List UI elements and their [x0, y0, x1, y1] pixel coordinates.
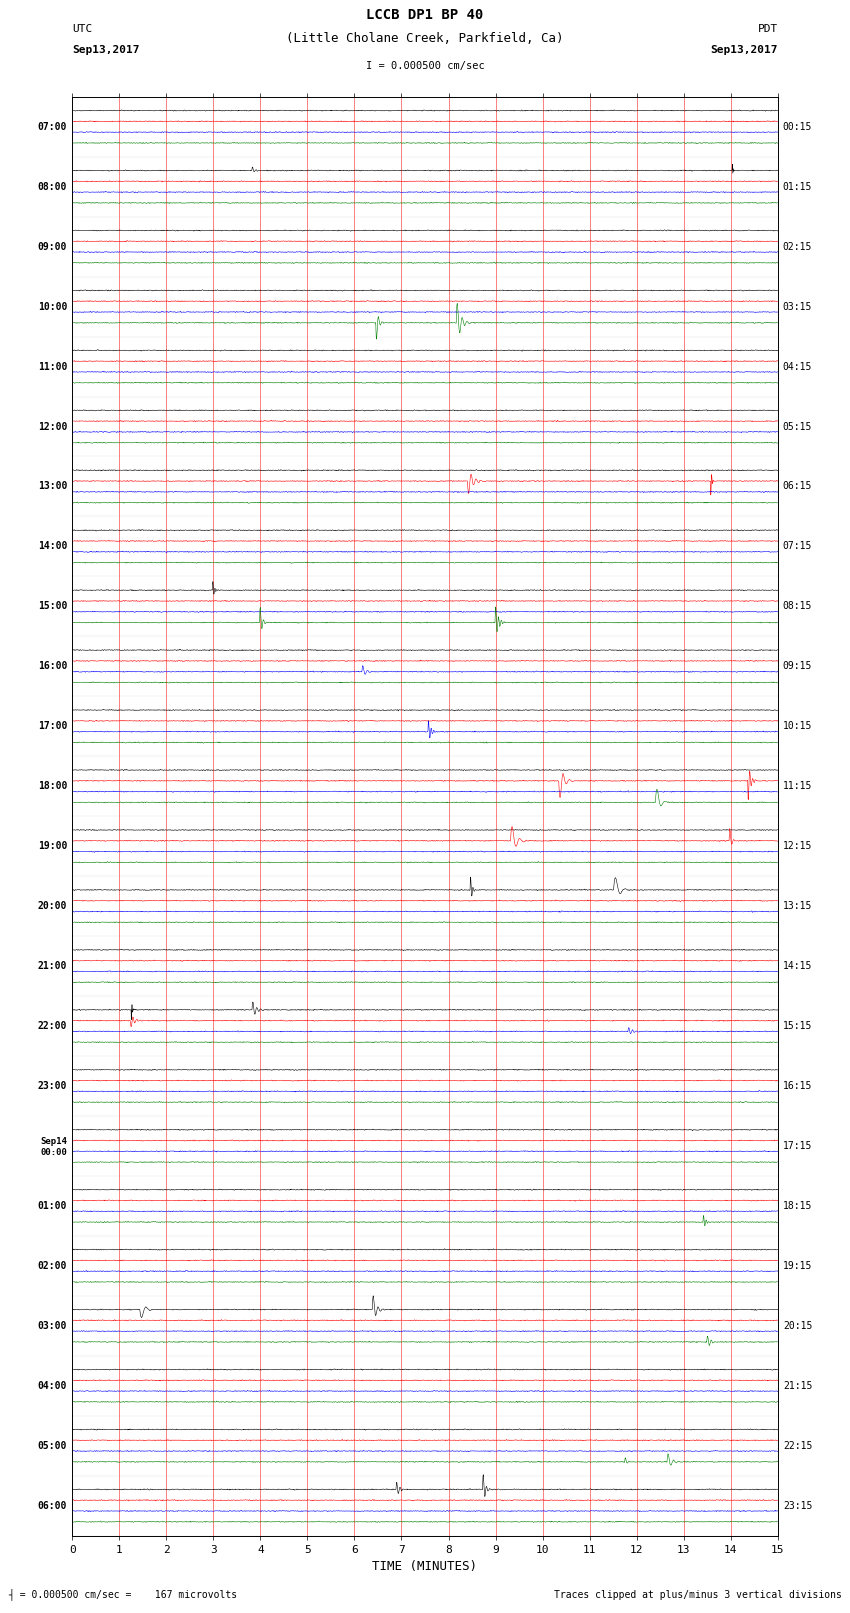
- Text: LCCB DP1 BP 40: LCCB DP1 BP 40: [366, 8, 484, 23]
- Text: 00:00: 00:00: [40, 1148, 67, 1157]
- Text: 12:00: 12:00: [37, 421, 67, 432]
- Text: 01:00: 01:00: [37, 1200, 67, 1211]
- Text: 21:15: 21:15: [783, 1381, 813, 1390]
- Text: 14:15: 14:15: [783, 961, 813, 971]
- Text: 04:00: 04:00: [37, 1381, 67, 1390]
- Text: 06:00: 06:00: [37, 1500, 67, 1511]
- Text: Traces clipped at plus/minus 3 vertical divisions: Traces clipped at plus/minus 3 vertical …: [553, 1590, 842, 1600]
- Text: 13:15: 13:15: [783, 902, 813, 911]
- Text: 15:00: 15:00: [37, 602, 67, 611]
- Text: 08:15: 08:15: [783, 602, 813, 611]
- Text: 06:15: 06:15: [783, 481, 813, 492]
- Text: 22:15: 22:15: [783, 1440, 813, 1450]
- Text: 16:00: 16:00: [37, 661, 67, 671]
- Text: 07:15: 07:15: [783, 542, 813, 552]
- Text: ┤ = 0.000500 cm/sec =    167 microvolts: ┤ = 0.000500 cm/sec = 167 microvolts: [8, 1589, 238, 1600]
- Text: 08:00: 08:00: [37, 182, 67, 192]
- Text: 17:15: 17:15: [783, 1140, 813, 1152]
- Text: 13:00: 13:00: [37, 481, 67, 492]
- Text: 10:15: 10:15: [783, 721, 813, 731]
- Text: 16:15: 16:15: [783, 1081, 813, 1090]
- Text: 02:15: 02:15: [783, 242, 813, 252]
- Text: 09:15: 09:15: [783, 661, 813, 671]
- Text: (Little Cholane Creek, Parkfield, Ca): (Little Cholane Creek, Parkfield, Ca): [286, 32, 564, 45]
- Text: I = 0.000500 cm/sec: I = 0.000500 cm/sec: [366, 61, 484, 71]
- Text: 01:15: 01:15: [783, 182, 813, 192]
- Text: 19:15: 19:15: [783, 1261, 813, 1271]
- Text: 10:00: 10:00: [37, 302, 67, 311]
- Text: PDT: PDT: [757, 24, 778, 34]
- Text: 03:00: 03:00: [37, 1321, 67, 1331]
- Text: 05:15: 05:15: [783, 421, 813, 432]
- Text: 23:15: 23:15: [783, 1500, 813, 1511]
- Text: 07:00: 07:00: [37, 121, 67, 132]
- Text: 05:00: 05:00: [37, 1440, 67, 1450]
- Text: 20:00: 20:00: [37, 902, 67, 911]
- Text: 20:15: 20:15: [783, 1321, 813, 1331]
- Text: 11:00: 11:00: [37, 361, 67, 371]
- Text: 14:00: 14:00: [37, 542, 67, 552]
- Text: 22:00: 22:00: [37, 1021, 67, 1031]
- Text: 11:15: 11:15: [783, 781, 813, 792]
- Text: 12:15: 12:15: [783, 840, 813, 852]
- Text: 15:15: 15:15: [783, 1021, 813, 1031]
- Text: UTC: UTC: [72, 24, 93, 34]
- Text: 02:00: 02:00: [37, 1261, 67, 1271]
- Text: 18:00: 18:00: [37, 781, 67, 792]
- Text: Sep14: Sep14: [40, 1137, 67, 1145]
- Text: 19:00: 19:00: [37, 840, 67, 852]
- Text: 00:15: 00:15: [783, 121, 813, 132]
- Text: 17:00: 17:00: [37, 721, 67, 731]
- Text: Sep13,2017: Sep13,2017: [72, 45, 139, 55]
- Text: 23:00: 23:00: [37, 1081, 67, 1090]
- Text: 04:15: 04:15: [783, 361, 813, 371]
- Text: 18:15: 18:15: [783, 1200, 813, 1211]
- X-axis label: TIME (MINUTES): TIME (MINUTES): [372, 1560, 478, 1573]
- Text: Sep13,2017: Sep13,2017: [711, 45, 778, 55]
- Text: 03:15: 03:15: [783, 302, 813, 311]
- Text: 09:00: 09:00: [37, 242, 67, 252]
- Text: 21:00: 21:00: [37, 961, 67, 971]
